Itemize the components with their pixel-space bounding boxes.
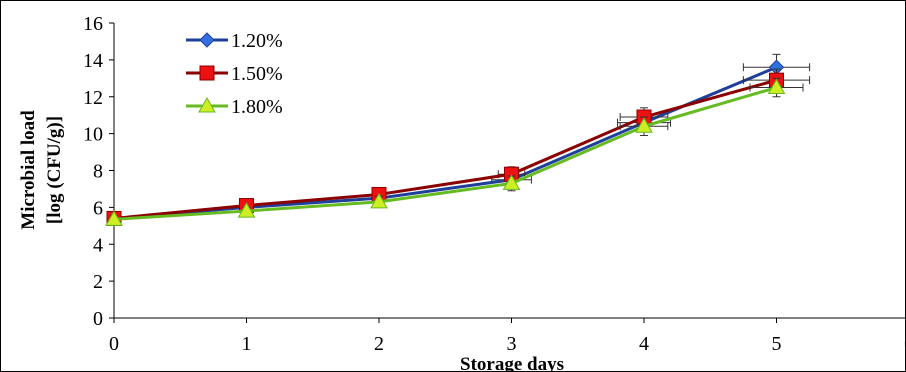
x-tick-label: 0 — [109, 333, 119, 355]
series-3 — [105, 77, 804, 226]
x-tick-label: 4 — [639, 333, 649, 355]
y-tick-label: 12 — [83, 87, 103, 109]
y-tick-label: 0 — [93, 308, 103, 330]
data-point — [237, 202, 256, 218]
axes: 02468101214160123456 — [83, 13, 906, 355]
data-point — [635, 117, 653, 133]
x-tick-label: 5 — [772, 333, 782, 355]
legend-marker — [199, 32, 215, 48]
legend-marker — [198, 96, 216, 113]
series-layer — [105, 53, 811, 227]
y-axis-title-line2: [log (CFU/g)] — [44, 116, 65, 224]
y-tick-label: 10 — [83, 124, 103, 146]
series-line — [113, 65, 778, 220]
y-axis-title-line1: Microbial load — [18, 110, 39, 230]
series-line — [113, 78, 777, 220]
data-point — [767, 78, 786, 95]
y-tick-label: 2 — [93, 271, 103, 293]
series-line — [113, 86, 777, 221]
data-point — [370, 192, 388, 209]
legend-label: 1.80% — [231, 96, 283, 118]
x-tick-label: 1 — [242, 333, 252, 355]
x-tick-label: 2 — [374, 333, 384, 355]
legend: 1.20% 1.50% 1.80% — [186, 30, 283, 118]
x-axis-title: Storage days — [460, 354, 564, 372]
y-tick-label: 14 — [83, 50, 103, 72]
legend-label: 1.50% — [231, 63, 283, 85]
data-point — [502, 174, 521, 190]
y-tick-label: 6 — [93, 197, 103, 219]
legend-label: 1.20% — [231, 30, 283, 52]
y-tick-label: 4 — [93, 234, 103, 256]
x-tick-label: 3 — [507, 333, 517, 355]
x-tick-label: 6 — [904, 333, 906, 355]
y-tick-label: 8 — [93, 161, 103, 183]
data-point — [105, 210, 123, 226]
y-tick-label: 16 — [83, 13, 103, 35]
legend-marker — [199, 65, 215, 81]
